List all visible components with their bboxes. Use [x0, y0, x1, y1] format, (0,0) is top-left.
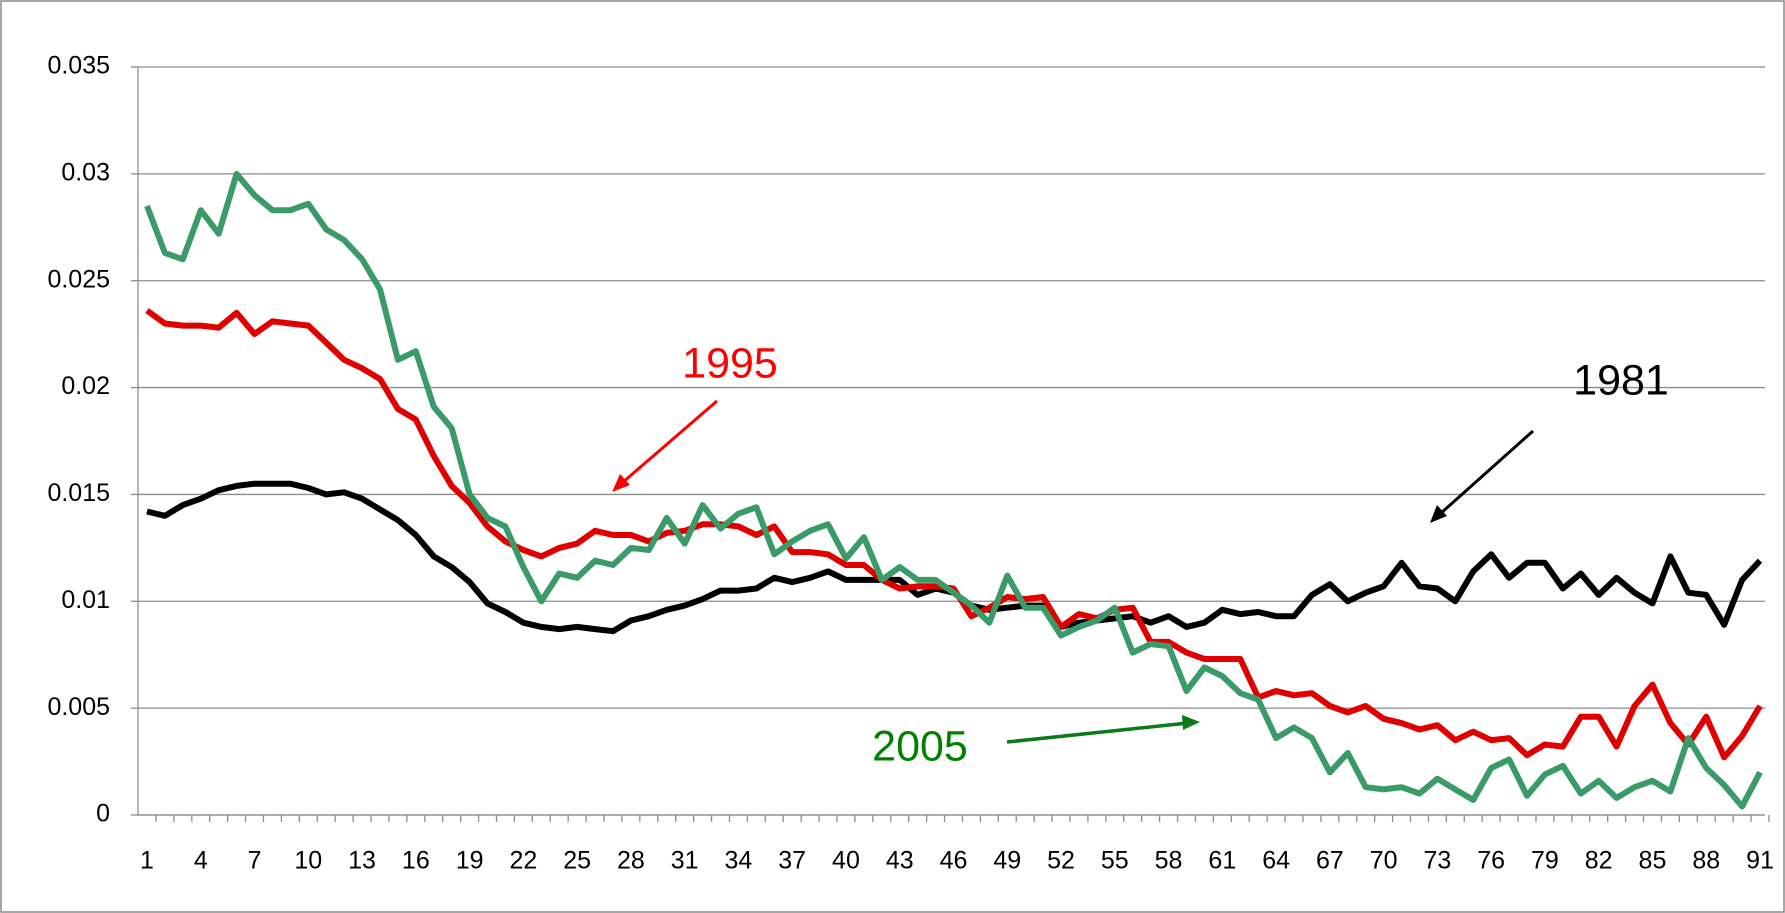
- x-tick-label: 1: [140, 847, 154, 875]
- series-label: 1995: [682, 339, 778, 387]
- y-tick-label: 0.025: [47, 265, 110, 293]
- x-tick-label: 7: [248, 847, 262, 875]
- x-tick-label: 55: [1101, 847, 1129, 875]
- y-tick-label: 0.03: [61, 158, 110, 186]
- series-line: [145, 308, 1763, 761]
- x-tick-label: 31: [671, 847, 699, 875]
- arrowhead-2005: [1182, 715, 1200, 730]
- arrowhead-1981: [1430, 505, 1447, 523]
- y-tick-label: 0: [96, 800, 110, 828]
- x-tick-label: 79: [1531, 847, 1559, 875]
- x-tick-label: 73: [1423, 847, 1451, 875]
- arrow-1981: [1439, 429, 1534, 516]
- x-tick-label: 58: [1155, 847, 1183, 875]
- x-tick-label: 28: [617, 847, 645, 875]
- series-label: 2005: [872, 722, 968, 770]
- x-tick-label: 10: [294, 847, 322, 875]
- x-tick-label: 43: [886, 847, 914, 875]
- x-tick-label: 19: [456, 847, 484, 875]
- x-tick-label: 13: [348, 847, 376, 875]
- x-tick-label: 91: [1746, 847, 1774, 875]
- arrow-1995: [621, 399, 718, 485]
- x-tick-label: 37: [778, 847, 806, 875]
- arrow-2005: [1006, 721, 1189, 744]
- x-tick-label: 64: [1262, 847, 1290, 875]
- x-tick-label: 49: [993, 847, 1021, 875]
- x-tick-label: 25: [563, 847, 591, 875]
- y-tick-label: 0.035: [47, 52, 110, 80]
- x-tick-label: 40: [832, 847, 860, 875]
- lines: [144, 170, 1763, 810]
- x-tick-label: 4: [194, 847, 208, 875]
- x-tick-label: 88: [1692, 847, 1720, 875]
- y-tick-label: 0.005: [47, 693, 110, 721]
- series-line: [144, 170, 1763, 810]
- y-tick-label: 0.02: [61, 372, 110, 400]
- x-tick-label: 52: [1047, 847, 1075, 875]
- axes: 0 0.005 0.01 0.015 0.02 0.025 0.03 0.035 1 4 7 10 13…: [47, 52, 1773, 875]
- x-tick-label: 61: [1208, 847, 1236, 875]
- annotations: 1981 1995 2005: [612, 339, 1669, 770]
- arrowhead-1995: [612, 474, 630, 492]
- y-tick-label: 0.01: [61, 586, 110, 614]
- x-tick-label: 22: [509, 847, 537, 875]
- x-tick-label: 67: [1316, 847, 1344, 875]
- x-tick-label: 16: [402, 847, 430, 875]
- x-tick-label: 76: [1477, 847, 1505, 875]
- x-tick-label: 46: [940, 847, 968, 875]
- x-tick-label: 70: [1370, 847, 1398, 875]
- x-tick-label: 85: [1639, 847, 1667, 875]
- x-tick-label: 34: [725, 847, 753, 875]
- y-tick-label: 0.015: [47, 479, 110, 507]
- x-tick-label: 82: [1585, 847, 1613, 875]
- series-label: 1981: [1573, 356, 1669, 404]
